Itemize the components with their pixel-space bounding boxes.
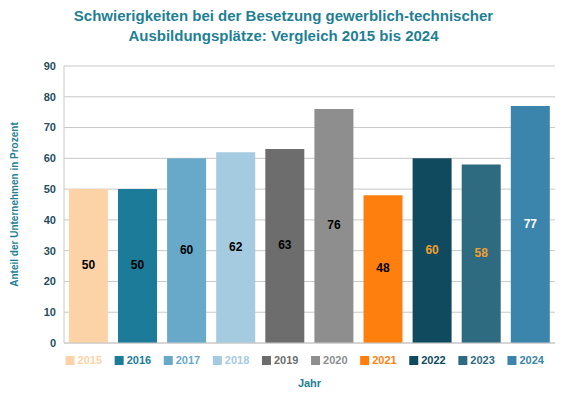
svg-text:58: 58: [475, 246, 489, 260]
svg-text:2015: 2015: [78, 354, 102, 366]
svg-text:80: 80: [44, 91, 56, 103]
svg-text:70: 70: [44, 121, 56, 133]
svg-text:60: 60: [180, 243, 194, 257]
svg-text:2017: 2017: [176, 354, 200, 366]
svg-text:10: 10: [44, 306, 56, 318]
svg-text:90: 90: [44, 60, 56, 72]
svg-text:62: 62: [229, 240, 243, 254]
svg-text:0: 0: [50, 337, 56, 349]
svg-text:2024: 2024: [519, 354, 544, 366]
svg-text:50: 50: [44, 183, 56, 195]
svg-text:50: 50: [82, 258, 96, 272]
svg-text:2019: 2019: [274, 354, 298, 366]
svg-text:40: 40: [44, 214, 56, 226]
svg-text:Anteil der Unternehmen in Proz: Anteil der Unternehmen in Prozent: [9, 122, 20, 287]
svg-text:48: 48: [376, 261, 390, 275]
svg-text:2022: 2022: [421, 354, 445, 366]
html-text:Schwierigkeiten bei der Besetz: Schwierigkeiten bei der Besetzung gewerb…: [73, 7, 494, 44]
svg-text:77: 77: [524, 217, 538, 231]
svg-text:20: 20: [44, 275, 56, 287]
svg-text:30: 30: [44, 245, 56, 257]
svg-text:Jahr: Jahr: [298, 377, 322, 389]
svg-text:2016: 2016: [127, 354, 151, 366]
svg-text:60: 60: [425, 243, 439, 257]
svg-text:2021: 2021: [372, 354, 396, 366]
svg-text:60: 60: [44, 152, 56, 164]
svg-text:2018: 2018: [225, 354, 249, 366]
svg-text:76: 76: [327, 218, 341, 232]
svg-text:2020: 2020: [323, 354, 347, 366]
svg-text:50: 50: [131, 258, 145, 272]
svg-text:2023: 2023: [470, 354, 494, 366]
svg-text:63: 63: [278, 238, 292, 252]
